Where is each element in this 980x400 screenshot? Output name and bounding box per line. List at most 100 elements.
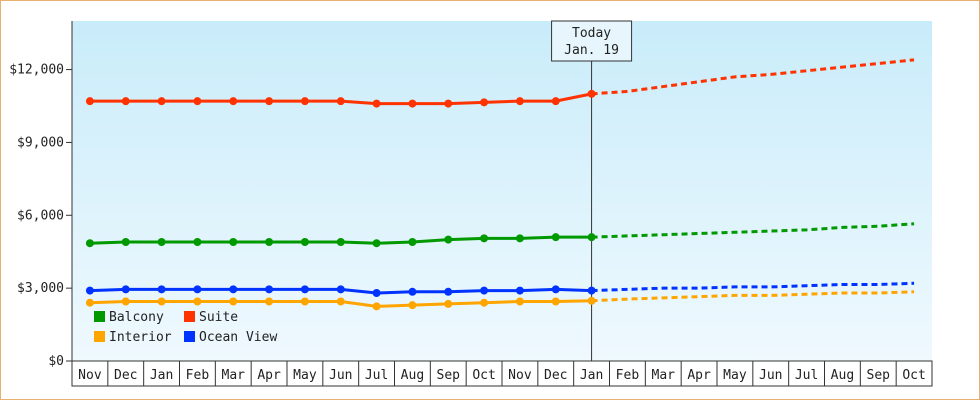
price-point [336, 285, 345, 294]
price-point [85, 97, 94, 106]
today-label: Jan. 19 [564, 43, 619, 58]
price-point [551, 97, 560, 106]
y-tick-label: $3,000 [17, 281, 64, 296]
price-point [157, 97, 166, 106]
x-tick-label: Jun [759, 368, 782, 383]
x-tick-label: Nov [508, 368, 532, 383]
price-point [336, 297, 345, 306]
x-tick-label: Mar [222, 368, 246, 383]
x-tick-label: Jan [150, 368, 173, 383]
price-point [85, 239, 94, 248]
legend-label: Interior [109, 330, 172, 345]
x-tick-label: Sep [867, 368, 891, 383]
today-box [551, 20, 633, 62]
price-point [480, 234, 489, 243]
y-tick-label: $0 [48, 354, 64, 369]
legend-label: Suite [199, 310, 238, 325]
x-tick-label: Nov [78, 368, 102, 383]
price-point [444, 287, 453, 296]
x-tick-label: Jun [329, 368, 352, 383]
price-point [515, 286, 524, 295]
forecast-line [591, 290, 915, 303]
price-point [157, 238, 166, 246]
price-point [121, 297, 130, 306]
x-tick-label: Aug [831, 368, 854, 383]
x-tick-label: Feb [616, 368, 640, 383]
x-tick-label: Dec [544, 368, 567, 383]
price-point [300, 297, 309, 306]
x-tick-label: Jul [365, 368, 388, 383]
legend-swatch [184, 331, 195, 342]
price-point [121, 285, 130, 294]
x-tick-label: Apr [257, 368, 281, 383]
price-point [587, 233, 596, 242]
price-point [85, 286, 94, 295]
price-point [551, 233, 560, 242]
forecast-line [591, 222, 915, 239]
plot-area [72, 21, 932, 361]
price-point [229, 285, 238, 294]
price-point [444, 235, 453, 244]
price-point [551, 285, 560, 294]
price-point [587, 89, 596, 98]
legend-swatch [94, 311, 105, 322]
price-point [408, 287, 417, 296]
price-point [515, 234, 524, 243]
price-point [229, 238, 238, 246]
price-point [587, 296, 596, 305]
price-point [193, 97, 202, 106]
price-point [444, 299, 453, 308]
price-point [515, 297, 524, 306]
price-point [480, 298, 489, 307]
price-point [157, 285, 166, 294]
x-tick-label: May [293, 368, 317, 383]
x-tick-label: Jan [580, 368, 603, 383]
price-point [193, 297, 202, 306]
price-point [587, 286, 596, 295]
price-point [480, 98, 489, 107]
price-point [480, 286, 489, 295]
price-point [372, 289, 381, 297]
price-point [336, 238, 345, 246]
forecast-line [591, 281, 915, 293]
y-tick-label: $6,000 [17, 208, 64, 223]
price-point [372, 302, 381, 311]
price-point [265, 285, 274, 294]
x-tick-label: Feb [186, 368, 210, 383]
legend-label: Balcony [109, 310, 164, 325]
price-point [336, 97, 345, 106]
price-point [193, 285, 202, 294]
price-point [372, 99, 381, 108]
price-point [121, 97, 130, 106]
x-tick-label: Aug [401, 368, 424, 383]
x-tick-label: Oct [472, 368, 495, 383]
price-point [193, 238, 202, 246]
price-point [157, 297, 166, 306]
price-point [300, 97, 309, 106]
x-tick-label: May [723, 368, 747, 383]
legend-swatch [94, 331, 105, 342]
price-point [265, 238, 274, 246]
x-tick-label: Dec [114, 368, 137, 383]
price-point [515, 97, 524, 106]
price-point [121, 238, 130, 246]
legend-label: Ocean View [199, 330, 277, 345]
price-point [229, 97, 238, 106]
legend-swatch [184, 311, 195, 322]
price-point [408, 301, 417, 310]
price-point [85, 298, 94, 307]
forecast-line [591, 58, 915, 96]
price-point [408, 99, 417, 108]
price-point [265, 297, 274, 306]
price-point [408, 238, 417, 246]
price-point [444, 99, 453, 108]
today-label: Today [572, 26, 611, 41]
price-point [551, 297, 560, 306]
x-tick-label: Mar [652, 368, 676, 383]
price-point [300, 285, 309, 294]
y-tick-label: $9,000 [17, 135, 64, 150]
x-tick-label: Apr [687, 368, 711, 383]
price-point [265, 97, 274, 106]
